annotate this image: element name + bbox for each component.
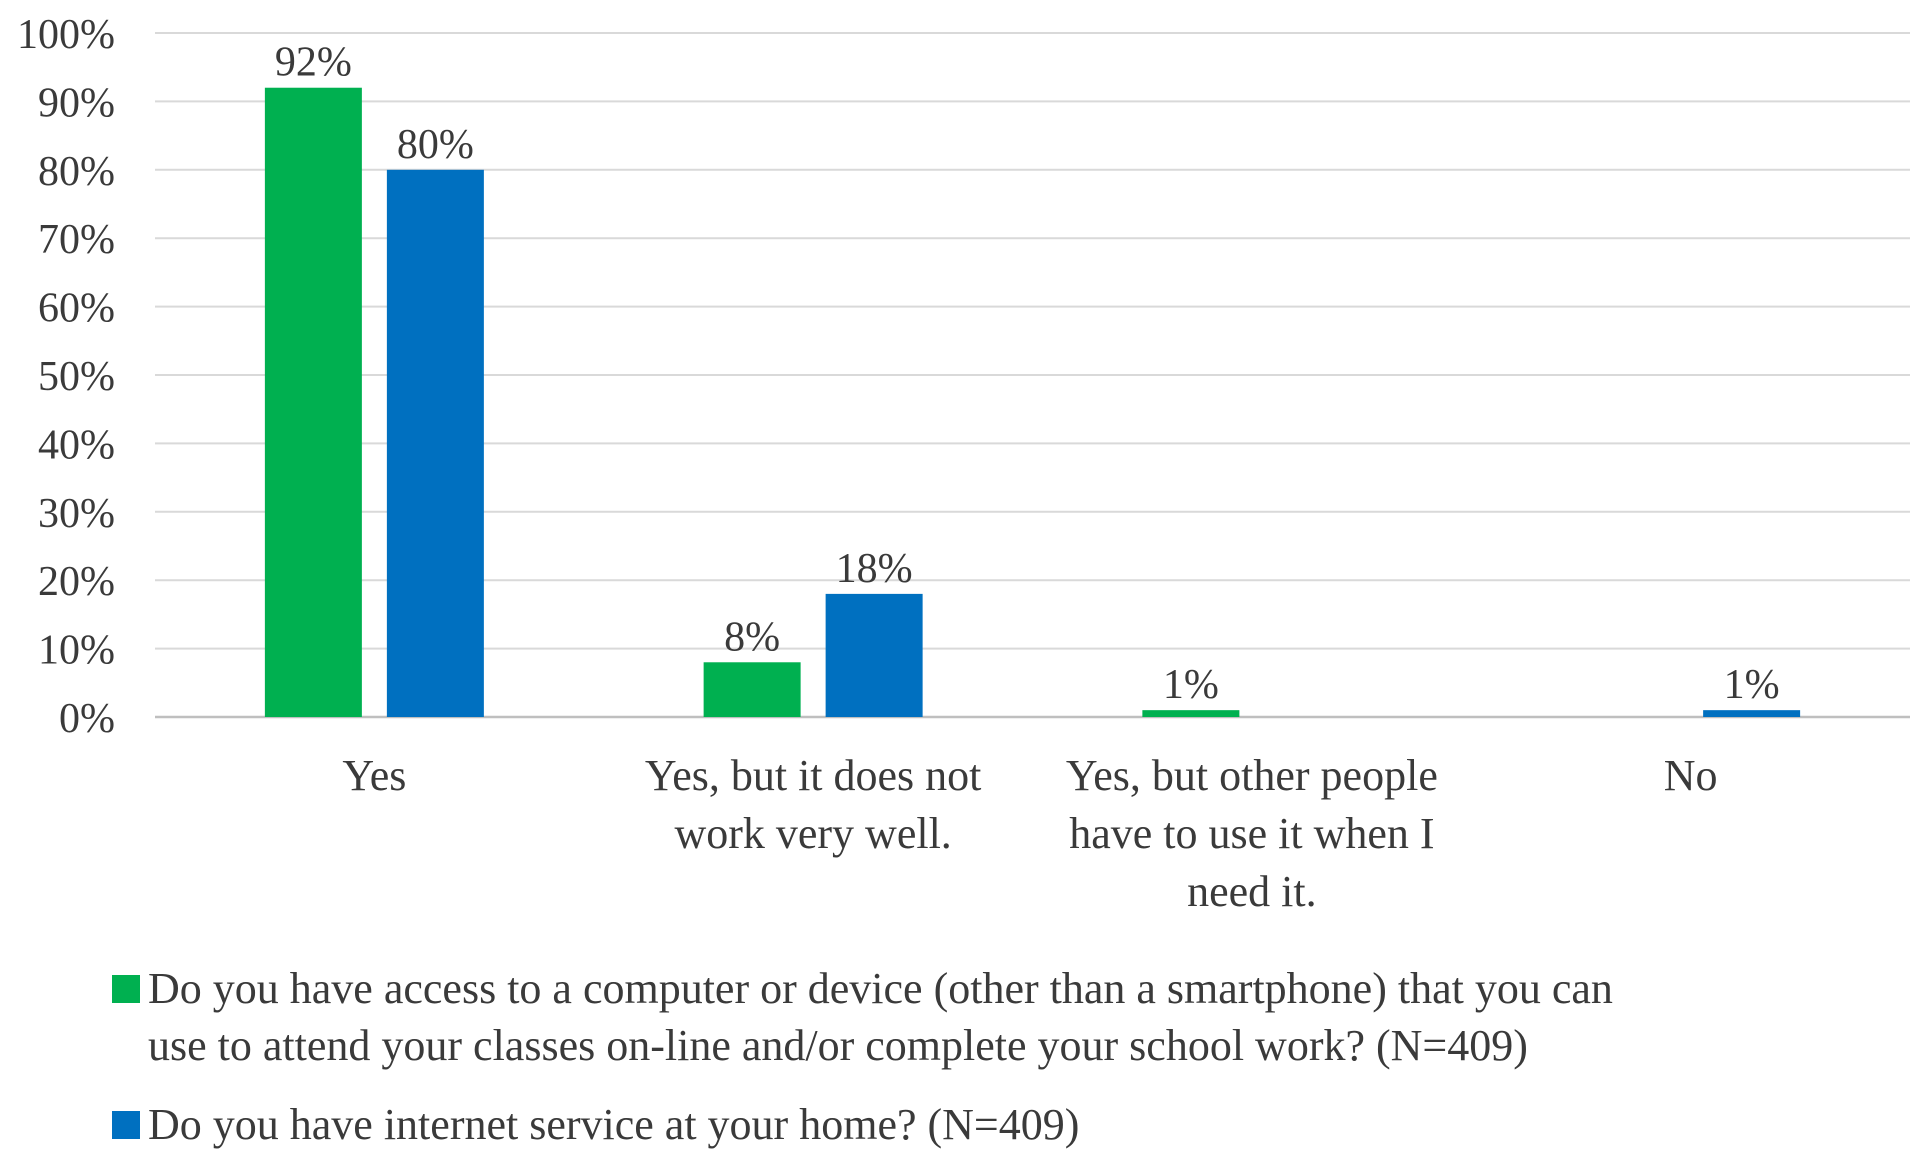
bar (703, 662, 801, 717)
data-label: 80% (397, 122, 474, 168)
bar-chart: 0% 10% 20% 30% 40% 50% 60% 70% 80% 90% 100% 92% 8% 1%… (17, 12, 1910, 916)
y-tick-label: 80% (38, 149, 115, 195)
data-label: 1% (1163, 662, 1219, 708)
bar (264, 87, 362, 718)
x-category-label: No (1664, 751, 1718, 800)
y-tick-label: 100% (17, 12, 115, 58)
legend-label-line: Do you have internet service at your hom… (148, 1100, 1080, 1149)
legend-label-internet-service: Do you have internet service at your hom… (148, 1096, 1079, 1153)
bar (1142, 710, 1240, 717)
data-label: 18% (836, 546, 913, 592)
x-category-label: Yes (342, 751, 406, 800)
data-label: 1% (1724, 662, 1780, 708)
y-tick-label: 70% (38, 217, 115, 263)
y-tick-label: 0% (59, 696, 115, 742)
x-category-label: work very well. (674, 809, 951, 858)
legend-swatch-internet-service (112, 1111, 140, 1139)
bar (386, 169, 484, 718)
legend-label-line: use to attend your classes on-line and/o… (148, 1021, 1528, 1070)
legend-item-internet-service: Do you have internet service at your hom… (112, 1096, 1892, 1153)
y-tick-label: 10% (38, 628, 115, 674)
legend-swatch-computer-access (112, 975, 140, 1003)
y-tick-label: 30% (38, 491, 115, 537)
x-category-label: Yes, but it does not (645, 751, 982, 800)
data-label: 92% (275, 40, 352, 86)
y-tick-label: 60% (38, 286, 115, 332)
y-tick-label: 90% (38, 80, 115, 126)
legend-item-computer-access: Do you have access to a computer or devi… (112, 960, 1892, 1074)
x-category-label: have to use it when I (1069, 809, 1434, 858)
data-label: 8% (724, 614, 780, 660)
x-category-label: need it. (1187, 867, 1317, 916)
bar (1703, 710, 1801, 717)
legend-label-computer-access: Do you have access to a computer or devi… (148, 960, 1613, 1074)
x-category-label: Yes, but other people (1066, 751, 1438, 800)
bar (825, 593, 923, 717)
legend: Do you have access to a computer or devi… (112, 960, 1892, 1175)
y-tick-label: 40% (38, 422, 115, 468)
legend-label-line: Do you have access to a computer or devi… (148, 964, 1613, 1013)
y-tick-label: 50% (38, 354, 115, 400)
y-tick-label: 20% (38, 559, 115, 605)
